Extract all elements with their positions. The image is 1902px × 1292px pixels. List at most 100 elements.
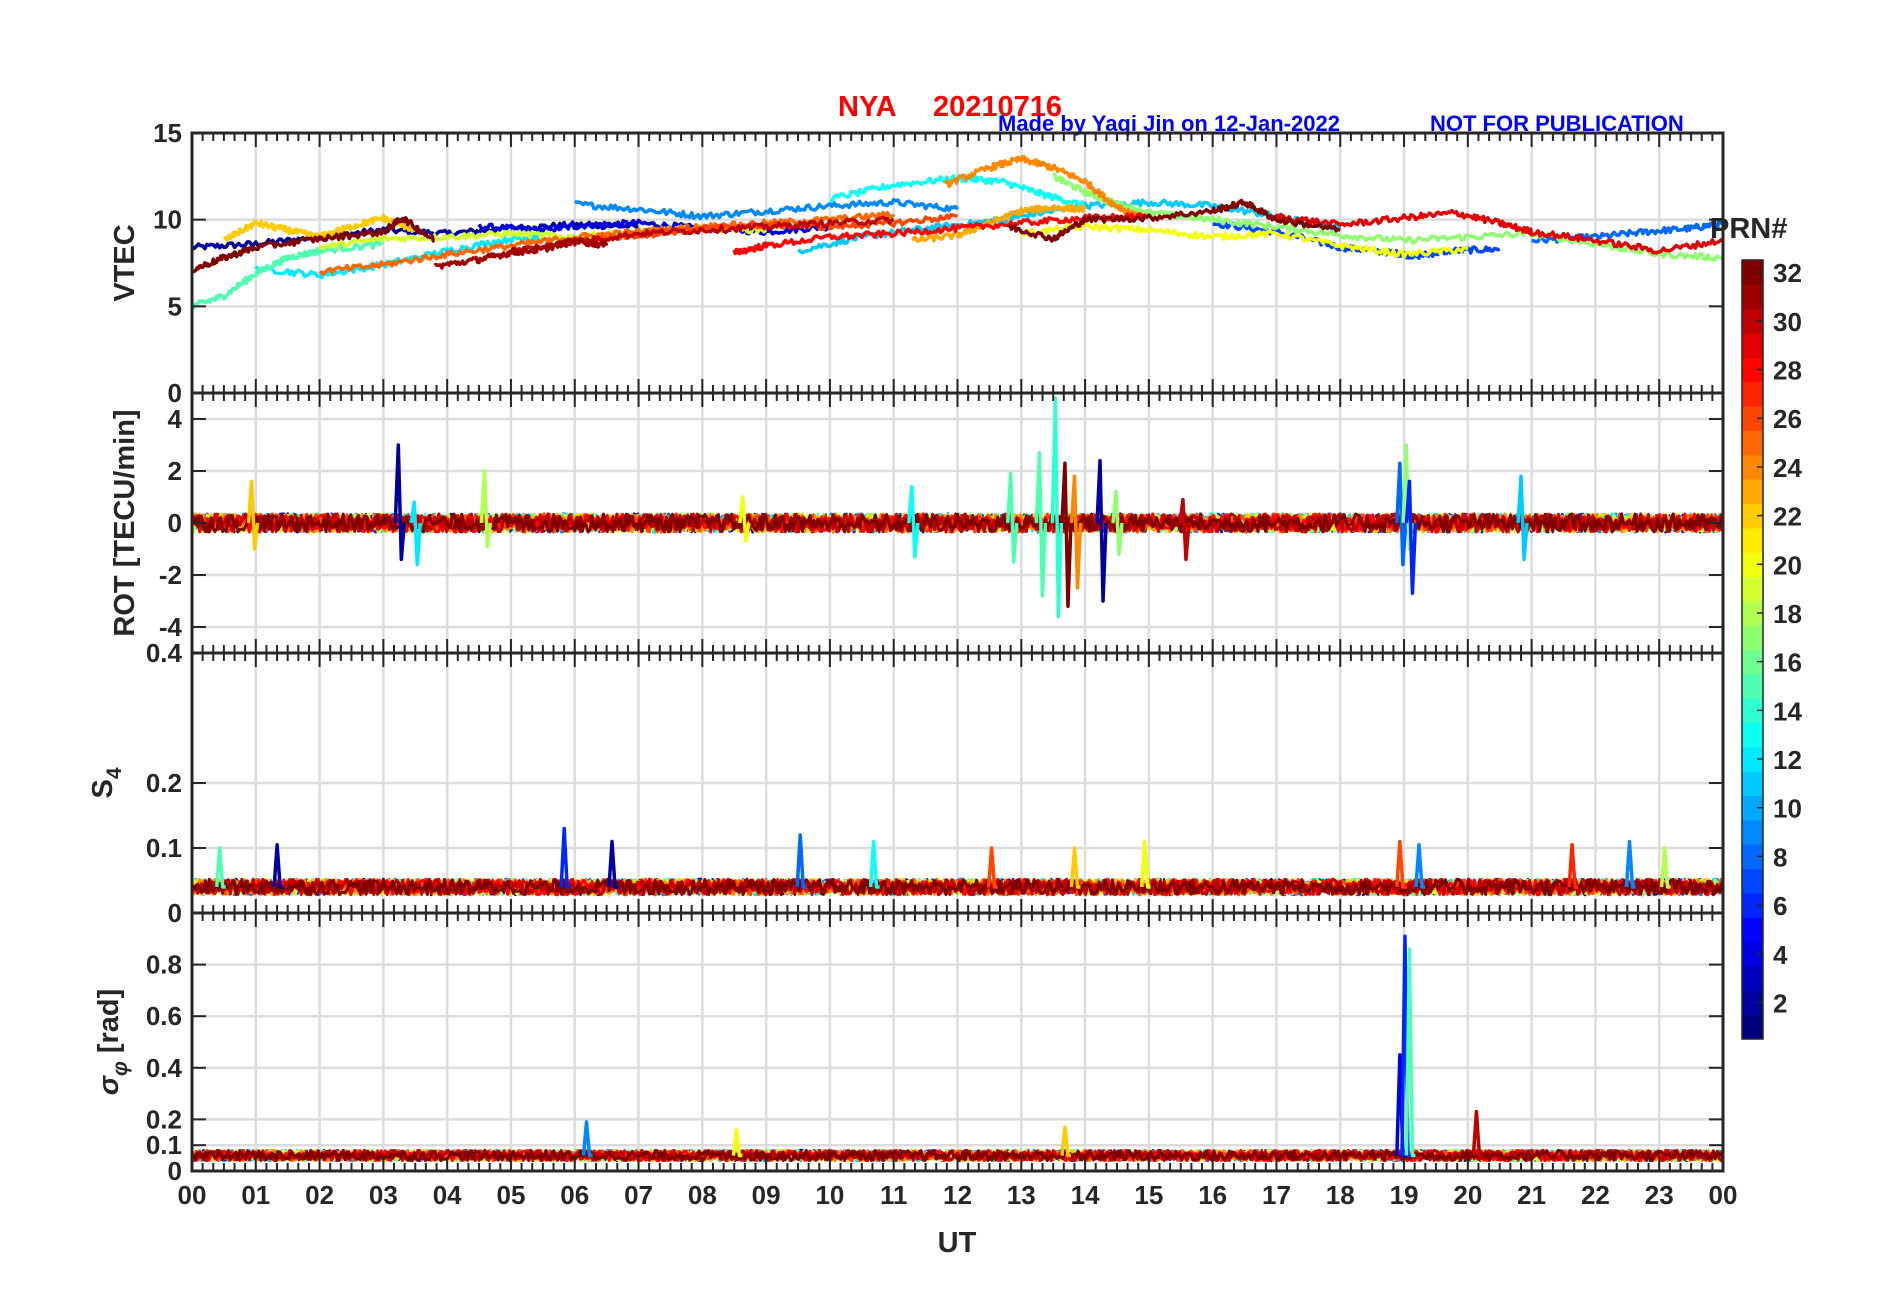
colorbar-swatch-prn-18 <box>1742 600 1763 626</box>
s4-spike-prn-26 <box>1395 839 1406 889</box>
s4-spike-prn-9 <box>1414 843 1425 889</box>
sigma-phi-ytick-label: 0.4 <box>146 1053 183 1083</box>
colorbar-swatch-prn-17 <box>1742 625 1763 650</box>
rot-trace-prn-32 <box>191 512 1725 534</box>
colorbar-swatch-prn-10 <box>1742 795 1763 821</box>
rot-spike-prn-2 <box>393 443 407 562</box>
x-tick-label: 21 <box>1517 1180 1546 1210</box>
colorbar-swatch-prn-20 <box>1742 552 1763 577</box>
sigma-phi-spike-prn-22 <box>1060 1125 1071 1158</box>
colorbar-swatch-prn-5 <box>1742 917 1763 943</box>
x-axis-label: UT <box>938 1227 977 1259</box>
vtec-ylabel: VTEC <box>109 224 141 301</box>
x-tick-label: 01 <box>241 1180 270 1210</box>
vtec-ytick-label: 0 <box>168 378 182 408</box>
colorbar-swatches <box>1742 260 1763 1040</box>
colorbar-swatch-prn-19 <box>1742 576 1763 602</box>
panel-rot: -4 -2 0 2 4 ROT [TECU/min] <box>109 391 1725 655</box>
s4-ytick-label: 0 <box>168 898 182 928</box>
colorbar-swatch-prn-27 <box>1742 381 1763 407</box>
colorbar-swatch-prn-11 <box>1742 771 1763 797</box>
colorbar-swatch-prn-2 <box>1742 990 1763 1016</box>
colorbar-tick-label: 2 <box>1773 988 1787 1018</box>
x-tick-label: 03 <box>369 1180 398 1210</box>
x-tick-label: 23 <box>1645 1180 1674 1210</box>
x-tick-labels: 00 01 02 03 04 05 06 07 08 09 10 11 12 13 14 15 16 17 18 19… <box>178 1180 1738 1210</box>
s4-spike-prn-15 <box>214 846 226 889</box>
rot-ytick-label: 4 <box>168 404 183 434</box>
x-tick-label: 07 <box>624 1180 653 1210</box>
vtec-trace-prn-23 <box>911 203 1087 244</box>
colorbar-tick-label: 24 <box>1773 453 1802 483</box>
vtec-trace-prn-32 <box>190 216 436 274</box>
x-tick-label: 20 <box>1453 1180 1482 1210</box>
colorbar-swatch-prn-8 <box>1742 844 1763 870</box>
colorbar-swatch-prn-12 <box>1742 746 1763 772</box>
s4-spike-prn-2 <box>272 843 284 889</box>
s4-ylabel-subscript: 4 <box>103 767 126 779</box>
x-tick-label: 19 <box>1390 1180 1419 1210</box>
vtec-trace-prn-20 <box>1021 222 1469 260</box>
vtec-trace-prn-28 <box>732 212 1150 256</box>
vtec-trace-prn-9 <box>574 197 959 221</box>
vtec-ytick-label: 10 <box>153 205 182 235</box>
rot-spike-prn-24 <box>1069 474 1083 590</box>
x-axis: 00 01 02 03 04 05 06 07 08 09 10 11 12 13 14 15 16 17 18 19… <box>178 1180 1738 1259</box>
colorbar-tick-label: 4 <box>1773 940 1788 970</box>
rot-spike-prn-11 <box>1516 474 1529 562</box>
sigma-phi-ytick-label: 0.6 <box>146 1001 182 1031</box>
x-tick-label: 17 <box>1262 1180 1291 1210</box>
sigma-phi-spike-prn-20 <box>731 1127 743 1158</box>
colorbar-tick-label: 28 <box>1773 356 1802 386</box>
rot-spike-prn-17 <box>1111 490 1124 556</box>
vtec-trace-prn-31 <box>433 236 609 270</box>
rot-spike-prn-22 <box>246 479 260 551</box>
s4-ytick-label: 0.4 <box>146 638 183 668</box>
colorbar-swatch-prn-6 <box>1742 892 1763 918</box>
s4-spike-prn-8 <box>795 833 807 889</box>
sigma-phi-ytick-label: 0 <box>168 1156 182 1186</box>
x-tick-label: 02 <box>305 1180 334 1210</box>
s4-series <box>190 826 1725 897</box>
sigma-phi-ytick-label: 0.2 <box>146 1104 182 1134</box>
sigma-phi-ylabel: σφ [rad] <box>93 989 132 1096</box>
sigma-phi-frame <box>190 911 1725 1173</box>
vtec-ytick-label: 5 <box>168 291 182 321</box>
colorbar-tick-label: 16 <box>1773 648 1802 678</box>
s4-spike-prn-27 <box>1567 843 1579 889</box>
rot-spike-prn-6 <box>1404 479 1418 595</box>
s4-spike-prn-2 <box>607 839 619 889</box>
vtec-trace-prn-24 <box>943 154 1138 219</box>
x-tick-label: 18 <box>1326 1180 1355 1210</box>
colorbar-swatch-prn-1 <box>1742 1014 1763 1040</box>
rot-spike-prn-30 <box>1178 497 1191 562</box>
colorbar-swatch-prn-31 <box>1742 284 1763 310</box>
colorbar-tick-label: 18 <box>1773 599 1802 629</box>
rot-ytick-label: -2 <box>159 560 182 590</box>
x-tick-label: 12 <box>943 1180 972 1210</box>
s4-spike-prn-18 <box>1659 846 1671 889</box>
x-tick-label: 00 <box>178 1180 207 1210</box>
colorbar-tick-label: 26 <box>1773 404 1802 434</box>
x-tick-label: 06 <box>560 1180 589 1210</box>
vtec-ytick-label: 15 <box>153 118 182 148</box>
rot-spike-prn-13 <box>907 484 920 559</box>
colorbar-swatch-prn-13 <box>1742 722 1763 748</box>
colorbar-swatch-prn-23 <box>1742 479 1763 504</box>
colorbar-label: PRN# <box>1710 213 1787 245</box>
s4-spike-prn-26 <box>986 846 998 889</box>
rot-ytick-label: 0 <box>168 508 182 538</box>
s4-spike-prn-9 <box>1624 839 1636 889</box>
sigma-phi-spike-prn-15 <box>1404 947 1416 1158</box>
sigma-phi-spike-prn-9 <box>581 1120 593 1158</box>
rot-spike-prn-18 <box>479 469 493 549</box>
colorbar-swatch-prn-16 <box>1742 649 1763 675</box>
s4-ytick-label: 0.1 <box>146 833 182 863</box>
vtec-trace-prn-29 <box>1274 208 1724 255</box>
x-tick-label: 00 <box>1709 1180 1738 1210</box>
s4-ytick-label: 0.2 <box>146 768 182 798</box>
colorbar-tick-label: 6 <box>1773 891 1787 921</box>
station-label: NYA <box>838 91 897 123</box>
s4-spike-prn-6 <box>559 826 571 889</box>
